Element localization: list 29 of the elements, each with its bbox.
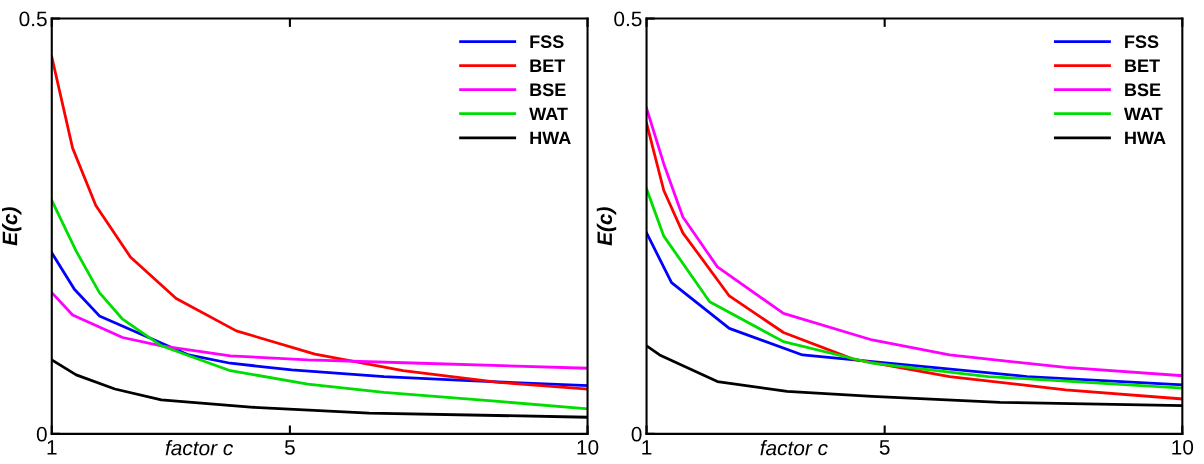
- x-tick-label: 1: [47, 440, 57, 455]
- legend-label: BSE: [1125, 83, 1161, 97]
- x-tick-label: 5: [284, 440, 295, 455]
- line-series: [51, 55, 588, 391]
- legend-label: WAT: [529, 107, 568, 121]
- legend-label: BSE: [530, 83, 566, 97]
- legend-label: FSS: [1125, 35, 1159, 49]
- line-series: [646, 187, 1183, 390]
- legend-label: BET: [1125, 59, 1160, 72]
- y-tick-label: 0: [36, 426, 47, 442]
- line-series: [51, 199, 588, 411]
- line-series: [646, 231, 1183, 387]
- legend-label: HWA: [1125, 131, 1166, 145]
- x-tick-label: 10: [1172, 439, 1194, 455]
- legend-label: FSS: [530, 35, 564, 49]
- y-tick-label: 0: [631, 426, 642, 442]
- x-tick-label: 10: [577, 439, 599, 455]
- x-axis-title: factor c: [165, 440, 234, 456]
- y-tick-label: 0.5: [614, 11, 642, 27]
- legend-label: BET: [530, 59, 566, 72]
- legend-label: HWA: [530, 131, 571, 145]
- y-axis-title: E(c): [596, 207, 617, 246]
- y-axis-title: E(c): [2, 207, 22, 246]
- x-tick-label: 1: [642, 440, 652, 455]
- x-axis-title: factor c: [760, 440, 828, 456]
- legend-label: WAT: [1123, 107, 1163, 121]
- x-tick-label: 5: [879, 440, 890, 455]
- y-tick-label: 0.5: [19, 11, 47, 27]
- line-series: [51, 291, 588, 370]
